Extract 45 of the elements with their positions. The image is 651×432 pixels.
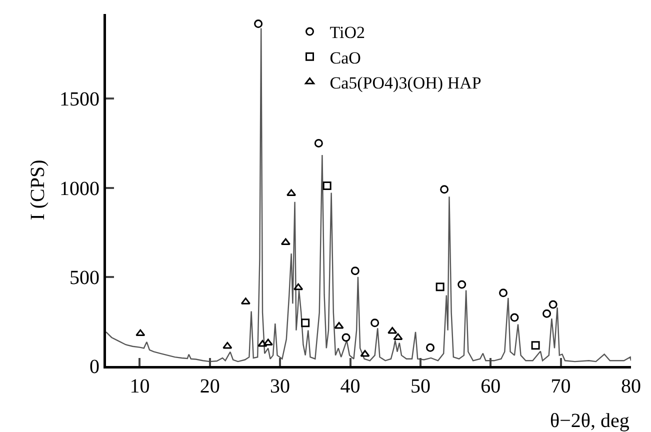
y-tick-label: 1000 [60, 178, 100, 200]
point [136, 329, 146, 336]
point [258, 340, 268, 347]
point [294, 283, 304, 290]
y-tick-label: 500 [70, 266, 100, 289]
x-tick-label: 10 [130, 376, 150, 398]
legend-label: CaO [330, 48, 361, 68]
point [334, 322, 344, 329]
x-tick-label: 70 [550, 376, 571, 398]
point [393, 333, 403, 340]
y-axis-title: I (CPS) [26, 160, 49, 220]
point [531, 341, 540, 350]
point [458, 280, 466, 289]
point [436, 282, 444, 292]
legend-label: TiO2 [330, 23, 366, 42]
legend-label: Ca5(PO4)3(OH) HAP [330, 73, 482, 92]
point [301, 318, 310, 328]
point [360, 350, 370, 357]
point [222, 342, 232, 349]
point [370, 318, 380, 328]
x-tick-label: 20 [200, 376, 220, 398]
point [510, 313, 519, 322]
point [342, 333, 350, 342]
point [542, 309, 552, 318]
point [499, 288, 508, 298]
point [350, 266, 360, 276]
point [286, 189, 296, 196]
point [388, 327, 398, 334]
point [240, 298, 250, 304]
point [440, 185, 449, 194]
point [280, 238, 290, 245]
x-tick-label: 30 [270, 376, 290, 398]
x-axis-title: θ−2θ, deg [550, 410, 630, 432]
y-tick-label: 0 [90, 356, 100, 378]
point [263, 338, 273, 346]
point [314, 138, 323, 148]
point [548, 300, 558, 309]
x-tick-label: 50 [410, 376, 430, 398]
x-tick-label: 60 [480, 376, 501, 398]
x-tick-label: 40 [340, 376, 360, 398]
point [426, 343, 435, 352]
point [254, 20, 263, 28]
y-tick-label: 1500 [60, 88, 100, 111]
point [322, 182, 332, 190]
x-tick-label: 80 [621, 376, 641, 398]
